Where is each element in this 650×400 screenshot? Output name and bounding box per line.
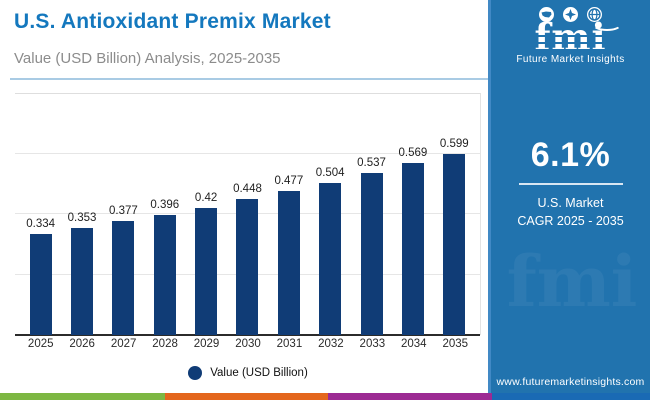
bar-2033	[360, 172, 383, 335]
bar-value-label: 0.396	[150, 199, 180, 212]
logo-stripe	[527, 49, 614, 51]
cagr-stat-block: 6.1% U.S. Market CAGR 2025 - 2035	[491, 136, 650, 230]
bar-value-label: 0.569	[398, 146, 428, 159]
bar-slot: 0.537	[351, 157, 392, 335]
bar-2025	[29, 233, 52, 335]
compass-icon	[563, 7, 578, 22]
bar-chart-plot: 0.334 0.353 0.377 0.396 0.42 0.448 0.477 0.504 0…	[15, 93, 481, 336]
bar-slot: 0.599	[434, 138, 475, 335]
us-map-icon	[539, 7, 554, 22]
x-tick-label: 2033	[359, 338, 386, 350]
bar-value-label: 0.537	[357, 156, 386, 169]
x-tick-label: 2035	[442, 338, 469, 350]
accent-orange-segment	[165, 393, 328, 400]
cagr-value: 6.1%	[530, 136, 611, 174]
bar-2027	[112, 220, 135, 335]
header: U.S. Antioxidant Premix Market Value (US…	[0, 0, 488, 80]
logo-tagline: Future Market Insights	[516, 54, 625, 65]
bar-2031	[277, 190, 300, 335]
logo-wordmark: fmi	[534, 15, 607, 59]
bar-value-label: 0.599	[439, 137, 469, 150]
bar-2028	[153, 215, 176, 335]
x-tick-label: 2030	[235, 338, 261, 350]
stat-cagr-period-label: CAGR 2025 - 2035	[517, 214, 624, 228]
bar-2035	[443, 153, 466, 335]
bar-value-label: 0.353	[67, 212, 97, 225]
bar-slot: 0.353	[61, 212, 102, 335]
bar-slot: 0.334	[20, 218, 61, 335]
x-tick-label: 2031	[276, 338, 303, 350]
bar-value-label: 0.377	[109, 204, 138, 217]
stat-market-label: U.S. Market	[537, 196, 604, 210]
legend-circle-icon	[188, 366, 203, 380]
bar-value-label: 0.448	[233, 183, 262, 196]
bar-value-label: 0.334	[26, 217, 56, 230]
bar-value-label: 0.504	[315, 166, 345, 179]
x-tick-label: 2029	[193, 338, 220, 350]
page-subtitle: Value (USD Billion) Analysis, 2025-2035	[14, 50, 281, 67]
bar-slot: 0.569	[392, 147, 433, 335]
bar-slot: 0.42	[185, 192, 226, 335]
accent-green-segment	[0, 393, 165, 400]
gridline	[15, 152, 480, 154]
accent-purple-segment	[328, 393, 492, 400]
chart-legend: Value (USD Billion)	[15, 366, 481, 380]
bar-slot: 0.504	[310, 167, 351, 335]
bottom-accent-strip	[0, 393, 650, 400]
logo-icon-row	[506, 7, 636, 23]
bar-slot: 0.477	[268, 175, 309, 335]
x-axis-labels: 2025 2026 2027 2028 2029 2030 2031 2032 2033 2034…	[15, 338, 481, 350]
fmi-watermark: fmi	[506, 240, 638, 323]
x-axis-line	[15, 334, 480, 336]
x-tick-label: 2027	[110, 338, 137, 350]
legend-label: Value (USD Billion)	[210, 367, 308, 379]
x-tick-label: 2034	[401, 338, 427, 350]
x-tick-label: 2026	[69, 338, 95, 350]
bar-value-label: 0.42	[194, 191, 218, 204]
logo-stripe	[527, 35, 614, 37]
accent-blue-segment	[492, 393, 650, 400]
brand-sidebar: fmi Future Market Insights 6.1% U.S. Mar…	[488, 0, 650, 393]
stat-divider	[518, 183, 623, 185]
logo-arc-swoosh	[591, 17, 622, 31]
header-divider	[10, 78, 488, 80]
bar-2026	[71, 228, 94, 335]
website-link[interactable]: www.futuremarketinsights.com	[496, 376, 645, 388]
fmi-logo: fmi Future Market Insights	[506, 7, 636, 73]
bar-slot: 0.396	[144, 199, 185, 335]
bar-2032	[319, 182, 342, 335]
x-tick-label: 2032	[318, 338, 344, 350]
bars-row: 0.334 0.353 0.377 0.396 0.42 0.448 0.477 0.504 0…	[15, 94, 480, 335]
logo-stripe	[527, 42, 614, 44]
page-title: U.S. Antioxidant Premix Market	[14, 10, 331, 33]
bar-slot: 0.377	[103, 205, 144, 335]
bar-value-label: 0.477	[274, 174, 304, 187]
bar-slot: 0.448	[227, 183, 268, 335]
x-tick-label: 2025	[27, 338, 54, 350]
bar-2030	[236, 199, 259, 335]
x-tick-label: 2028	[152, 338, 178, 350]
bar-2029	[195, 207, 218, 335]
bar-2034	[401, 162, 424, 335]
